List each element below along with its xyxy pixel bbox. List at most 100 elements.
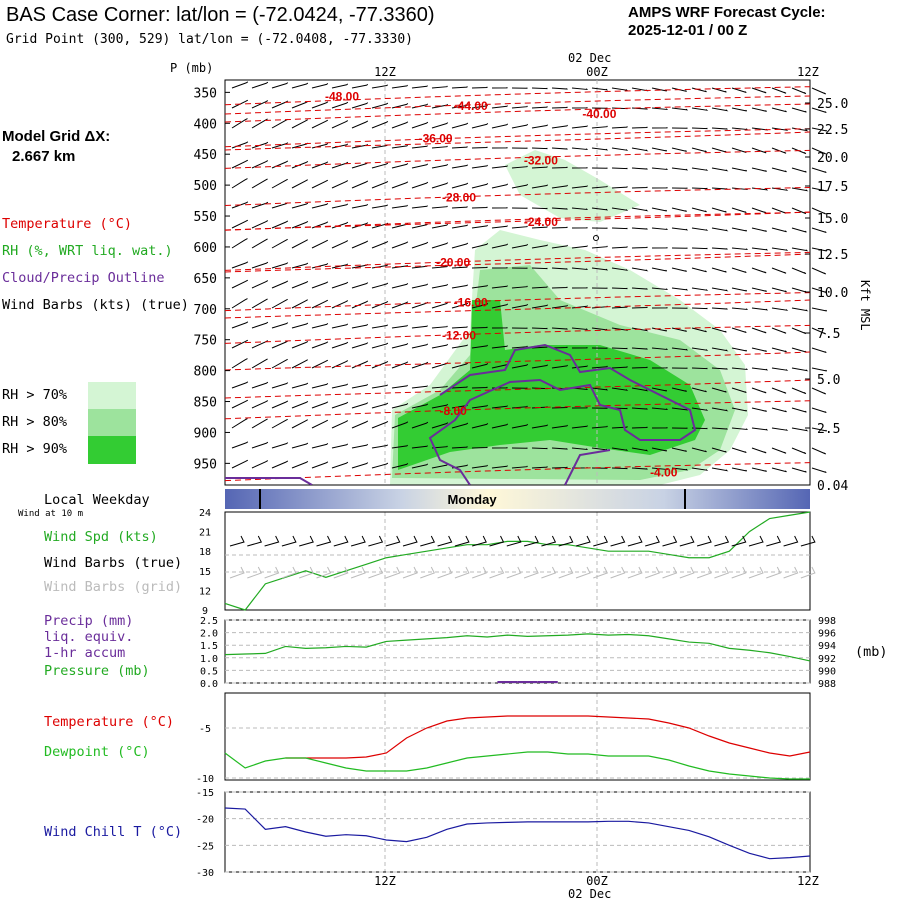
wind-barb xyxy=(671,307,688,309)
wind-barb xyxy=(391,283,409,289)
temperature-contour-label: -28.00 xyxy=(442,190,476,204)
wind-barb xyxy=(791,307,809,312)
wind-barb xyxy=(331,203,349,209)
wind-barb xyxy=(731,227,748,232)
wind-barb xyxy=(591,267,609,271)
wind-barb xyxy=(391,421,409,429)
windchill-tick: -15 xyxy=(196,788,214,799)
wind-barb xyxy=(711,127,728,130)
time-tick-bottom: 12Z xyxy=(374,874,396,888)
wind-barb xyxy=(451,242,469,249)
wind-barb xyxy=(791,247,809,252)
wind-barb xyxy=(331,300,349,309)
wind-barb xyxy=(491,207,508,209)
precip-tick: 0.0 xyxy=(200,679,218,690)
wind-barb xyxy=(251,141,269,149)
pressure-tick-label: 550 xyxy=(194,210,217,225)
pressure-tick: 990 xyxy=(818,666,836,677)
wind-barb-grid xyxy=(385,566,401,579)
wind-barb xyxy=(431,163,449,169)
wind-barb xyxy=(711,247,728,250)
temperature-contour xyxy=(225,351,810,371)
wind-barb xyxy=(771,307,789,311)
wind-barb xyxy=(391,384,408,389)
wind-barb xyxy=(571,207,588,211)
wind-barb xyxy=(251,280,269,289)
wind-barb xyxy=(471,284,488,289)
temperature-contour-label: -20.00 xyxy=(436,255,470,269)
legend-rh80: RH > 80% xyxy=(2,414,68,430)
wind-barb-true xyxy=(696,535,712,547)
wind-barb xyxy=(571,125,588,129)
surface-outline xyxy=(225,477,313,485)
model-grid-label: Model Grid ΔX: xyxy=(2,128,111,145)
wind-barb xyxy=(251,400,269,409)
wind-barb xyxy=(291,322,309,329)
wind-barb xyxy=(811,207,827,215)
wind-barb xyxy=(371,360,389,369)
wind-barb xyxy=(431,145,448,149)
wind-barb xyxy=(531,447,548,450)
wind-barb xyxy=(551,466,568,469)
wind-barb xyxy=(431,85,448,89)
wind-barb xyxy=(451,224,469,229)
wind-barb xyxy=(311,383,329,389)
wind-barb xyxy=(231,339,249,349)
wind-barb xyxy=(751,267,767,274)
wind-barb-grid xyxy=(610,566,626,579)
wind-barb xyxy=(571,167,588,169)
wind-barb xyxy=(251,178,268,189)
wind-barb xyxy=(251,160,269,169)
wind-barb xyxy=(351,240,369,249)
wind-barb xyxy=(511,267,528,269)
dewpoint-line xyxy=(224,751,810,780)
wind-barb xyxy=(451,86,468,89)
wind-barb xyxy=(651,367,668,369)
wind-barb xyxy=(471,86,488,89)
wind-barb-grid xyxy=(402,566,418,579)
precip-tick: 1.0 xyxy=(200,654,218,665)
wind-barb xyxy=(731,127,748,131)
wind-barb xyxy=(351,443,369,449)
wind-barb xyxy=(551,346,568,349)
wind-barb xyxy=(691,327,707,333)
wind-barb xyxy=(471,303,489,309)
wind-barb xyxy=(691,287,709,291)
wind-barb xyxy=(691,407,709,411)
wind-barb xyxy=(611,387,629,391)
pressure-tick-label: 900 xyxy=(194,426,217,441)
wind-barb xyxy=(551,327,568,330)
wind-barb xyxy=(511,465,528,469)
wind-barb xyxy=(731,267,747,273)
wind-barb xyxy=(811,167,827,173)
wind-barb-grid xyxy=(523,566,539,579)
wind-barb xyxy=(811,447,827,455)
wind-barb xyxy=(331,360,349,369)
wind-barb xyxy=(251,460,269,469)
temperature-contour xyxy=(225,95,810,115)
wind-barb xyxy=(231,159,249,169)
height-tick-label: 12.5 xyxy=(817,248,848,263)
wind-barb xyxy=(411,121,429,129)
local-weekday-label: Local Weekday xyxy=(44,492,150,508)
wind-barb xyxy=(811,227,827,233)
wind-barb xyxy=(311,461,329,469)
wind-barb xyxy=(411,385,428,389)
legend-rh70: RH > 70% xyxy=(2,387,68,403)
wind-barb xyxy=(651,347,668,351)
wind-barb xyxy=(751,427,769,431)
wind-barb xyxy=(511,423,529,429)
wind-barb xyxy=(511,87,528,89)
wind-barb xyxy=(731,247,748,251)
wind-barb xyxy=(751,147,767,154)
wind-barb xyxy=(371,282,389,289)
pressure-tick-label: 500 xyxy=(194,179,217,194)
wind-barb xyxy=(231,298,248,309)
wind-barb xyxy=(591,107,608,109)
wind-barb xyxy=(371,300,389,309)
wind-barb xyxy=(611,447,629,451)
wind-barb xyxy=(611,126,628,129)
wind-barb-true xyxy=(385,535,401,547)
wind-barb xyxy=(711,427,728,430)
windchill-panel-frame xyxy=(224,791,811,873)
